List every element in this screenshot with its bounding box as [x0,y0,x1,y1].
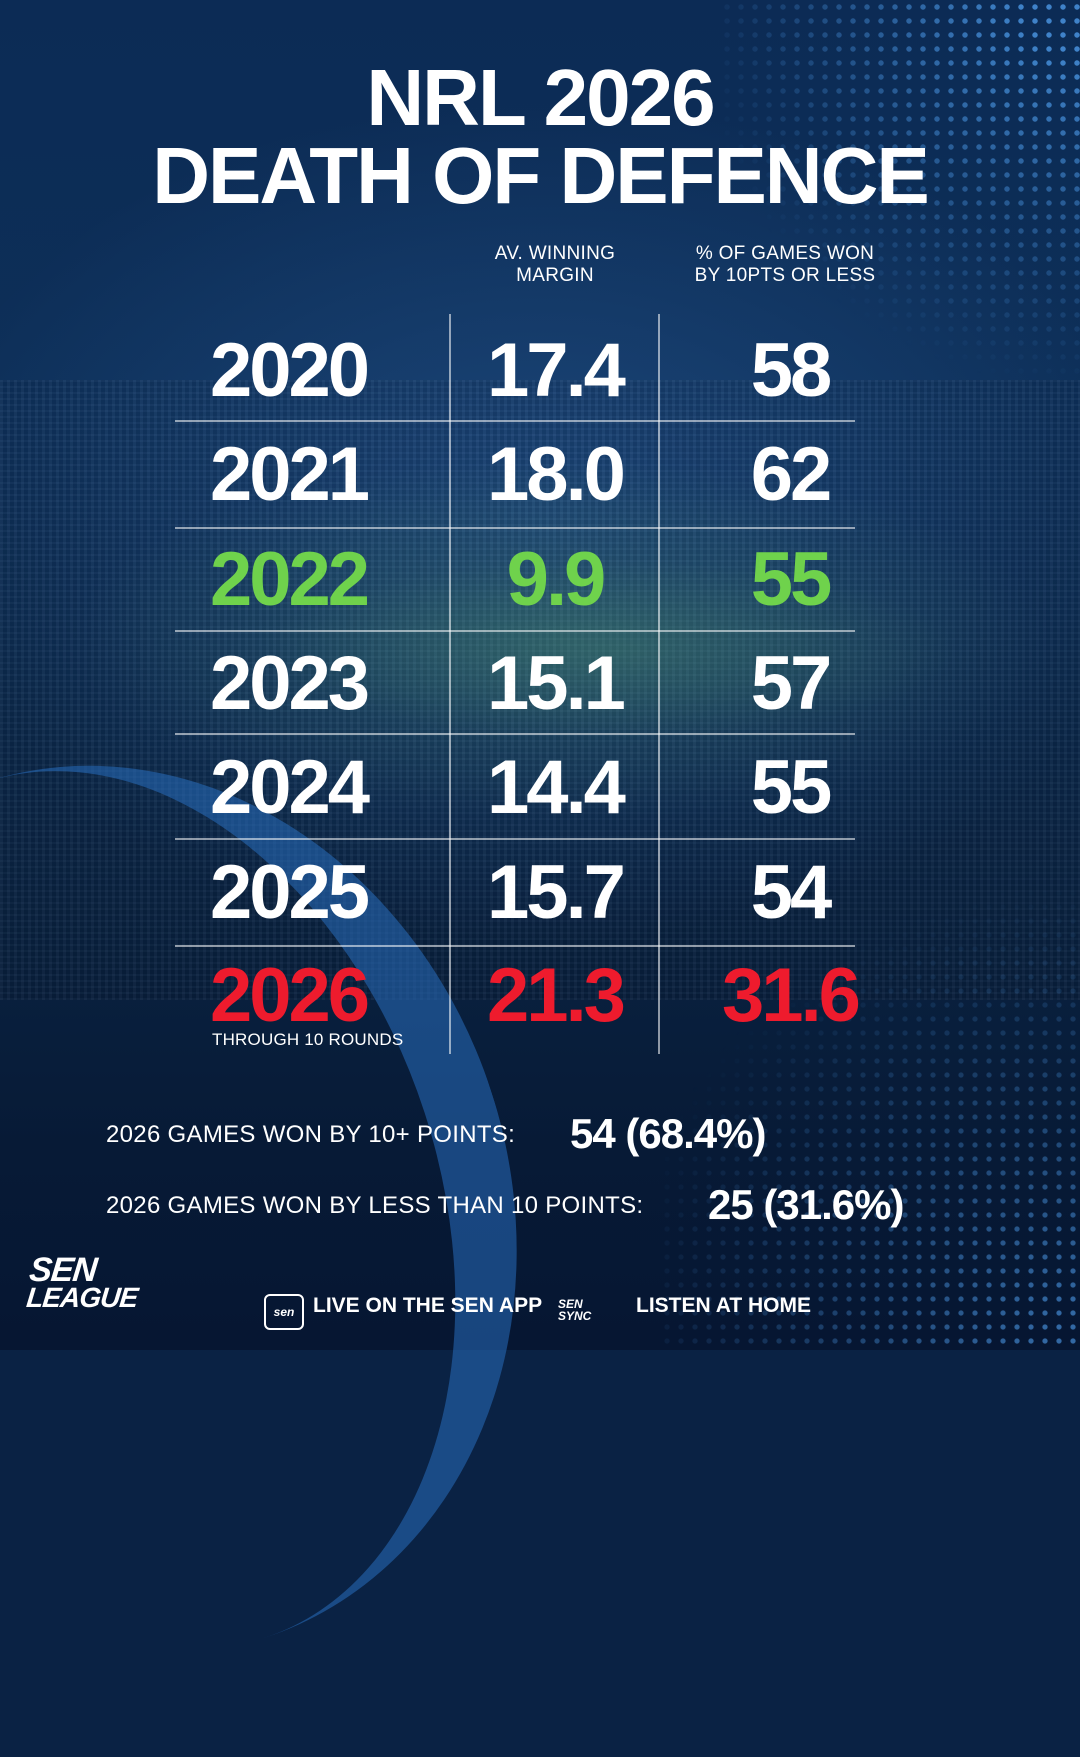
footer-listen-text: LISTEN AT HOME [636,1294,811,1317]
row-divider [175,945,855,947]
row-percent: 57 [750,641,833,726]
row-margin: 15.7 [487,850,626,935]
stadium-field-glow [260,560,960,740]
row-year: 2021 [210,432,370,517]
row-divider [175,420,855,422]
column-divider [449,314,451,1054]
sync-text-line1: SEN [558,1297,583,1311]
title-line-2: DEATH OF DEFENCE [152,131,929,220]
halftone-dots-top [720,0,1080,420]
row-year: 2020 [210,328,370,413]
row-year: 2024 [210,745,370,830]
row-margin: 14.4 [487,745,626,830]
footer-live-text: LIVE ON THE SEN APP [313,1294,543,1317]
row-year: 2023 [210,641,370,726]
row-divider [175,630,855,632]
column-header-percent-line1: % OF GAMES WON [695,243,875,264]
stat-label: 2026 GAMES WON BY 10+ POINTS: [106,1121,516,1148]
sen-sync-icon: SEN SYNC [558,1298,591,1322]
column-header-margin: AV. WINNING MARGIN [470,243,640,287]
sync-text-line2: SYNC [558,1309,592,1323]
halftone-dots-bottom [660,830,1080,1350]
column-header-percent-line2: BY 10PTS OR LESS [694,265,876,286]
stat-label: 2026 GAMES WON BY LESS THAN 10 POINTS: [106,1192,644,1219]
column-header-margin-line2: MARGIN [516,265,594,286]
row-percent: 62 [750,432,833,517]
row-divider [175,733,855,735]
row-year: 2022 [210,537,370,622]
stat-value: 54 (68.4%) [570,1110,766,1157]
row-margin: 18.0 [487,432,626,517]
row-percent: 55 [750,745,833,830]
row-margin: 9.9 [506,537,607,622]
column-header-margin-line1: AV. WINNING [494,243,616,264]
row-divider [175,527,855,529]
row-margin: 17.4 [487,328,626,413]
logo-text-line1: SEN [27,1251,99,1289]
title-line-1: NRL 2026 [366,53,715,142]
row-percent: 58 [750,328,833,413]
stat-value: 25 (31.6%) [708,1181,904,1228]
row-percent: 55 [750,537,833,622]
row-year: 2026 [210,953,370,1038]
row-year: 2025 [210,850,370,935]
column-header-percent: % OF GAMES WON BY 10PTS OR LESS [680,243,890,287]
row-2026-note: THROUGH 10 ROUNDS [212,1030,404,1049]
logo-text-line2: LEAGUE [24,1282,139,1313]
row-margin: 15.1 [487,641,626,726]
row-margin: 21.3 [487,953,626,1038]
sen-app-icon: sen [264,1294,304,1330]
column-divider [658,314,660,1054]
row-divider [175,838,855,840]
sen-league-logo: SEN LEAGUE [24,1251,142,1313]
row-percent: 31.6 [722,953,861,1038]
row-percent: 54 [750,850,833,935]
